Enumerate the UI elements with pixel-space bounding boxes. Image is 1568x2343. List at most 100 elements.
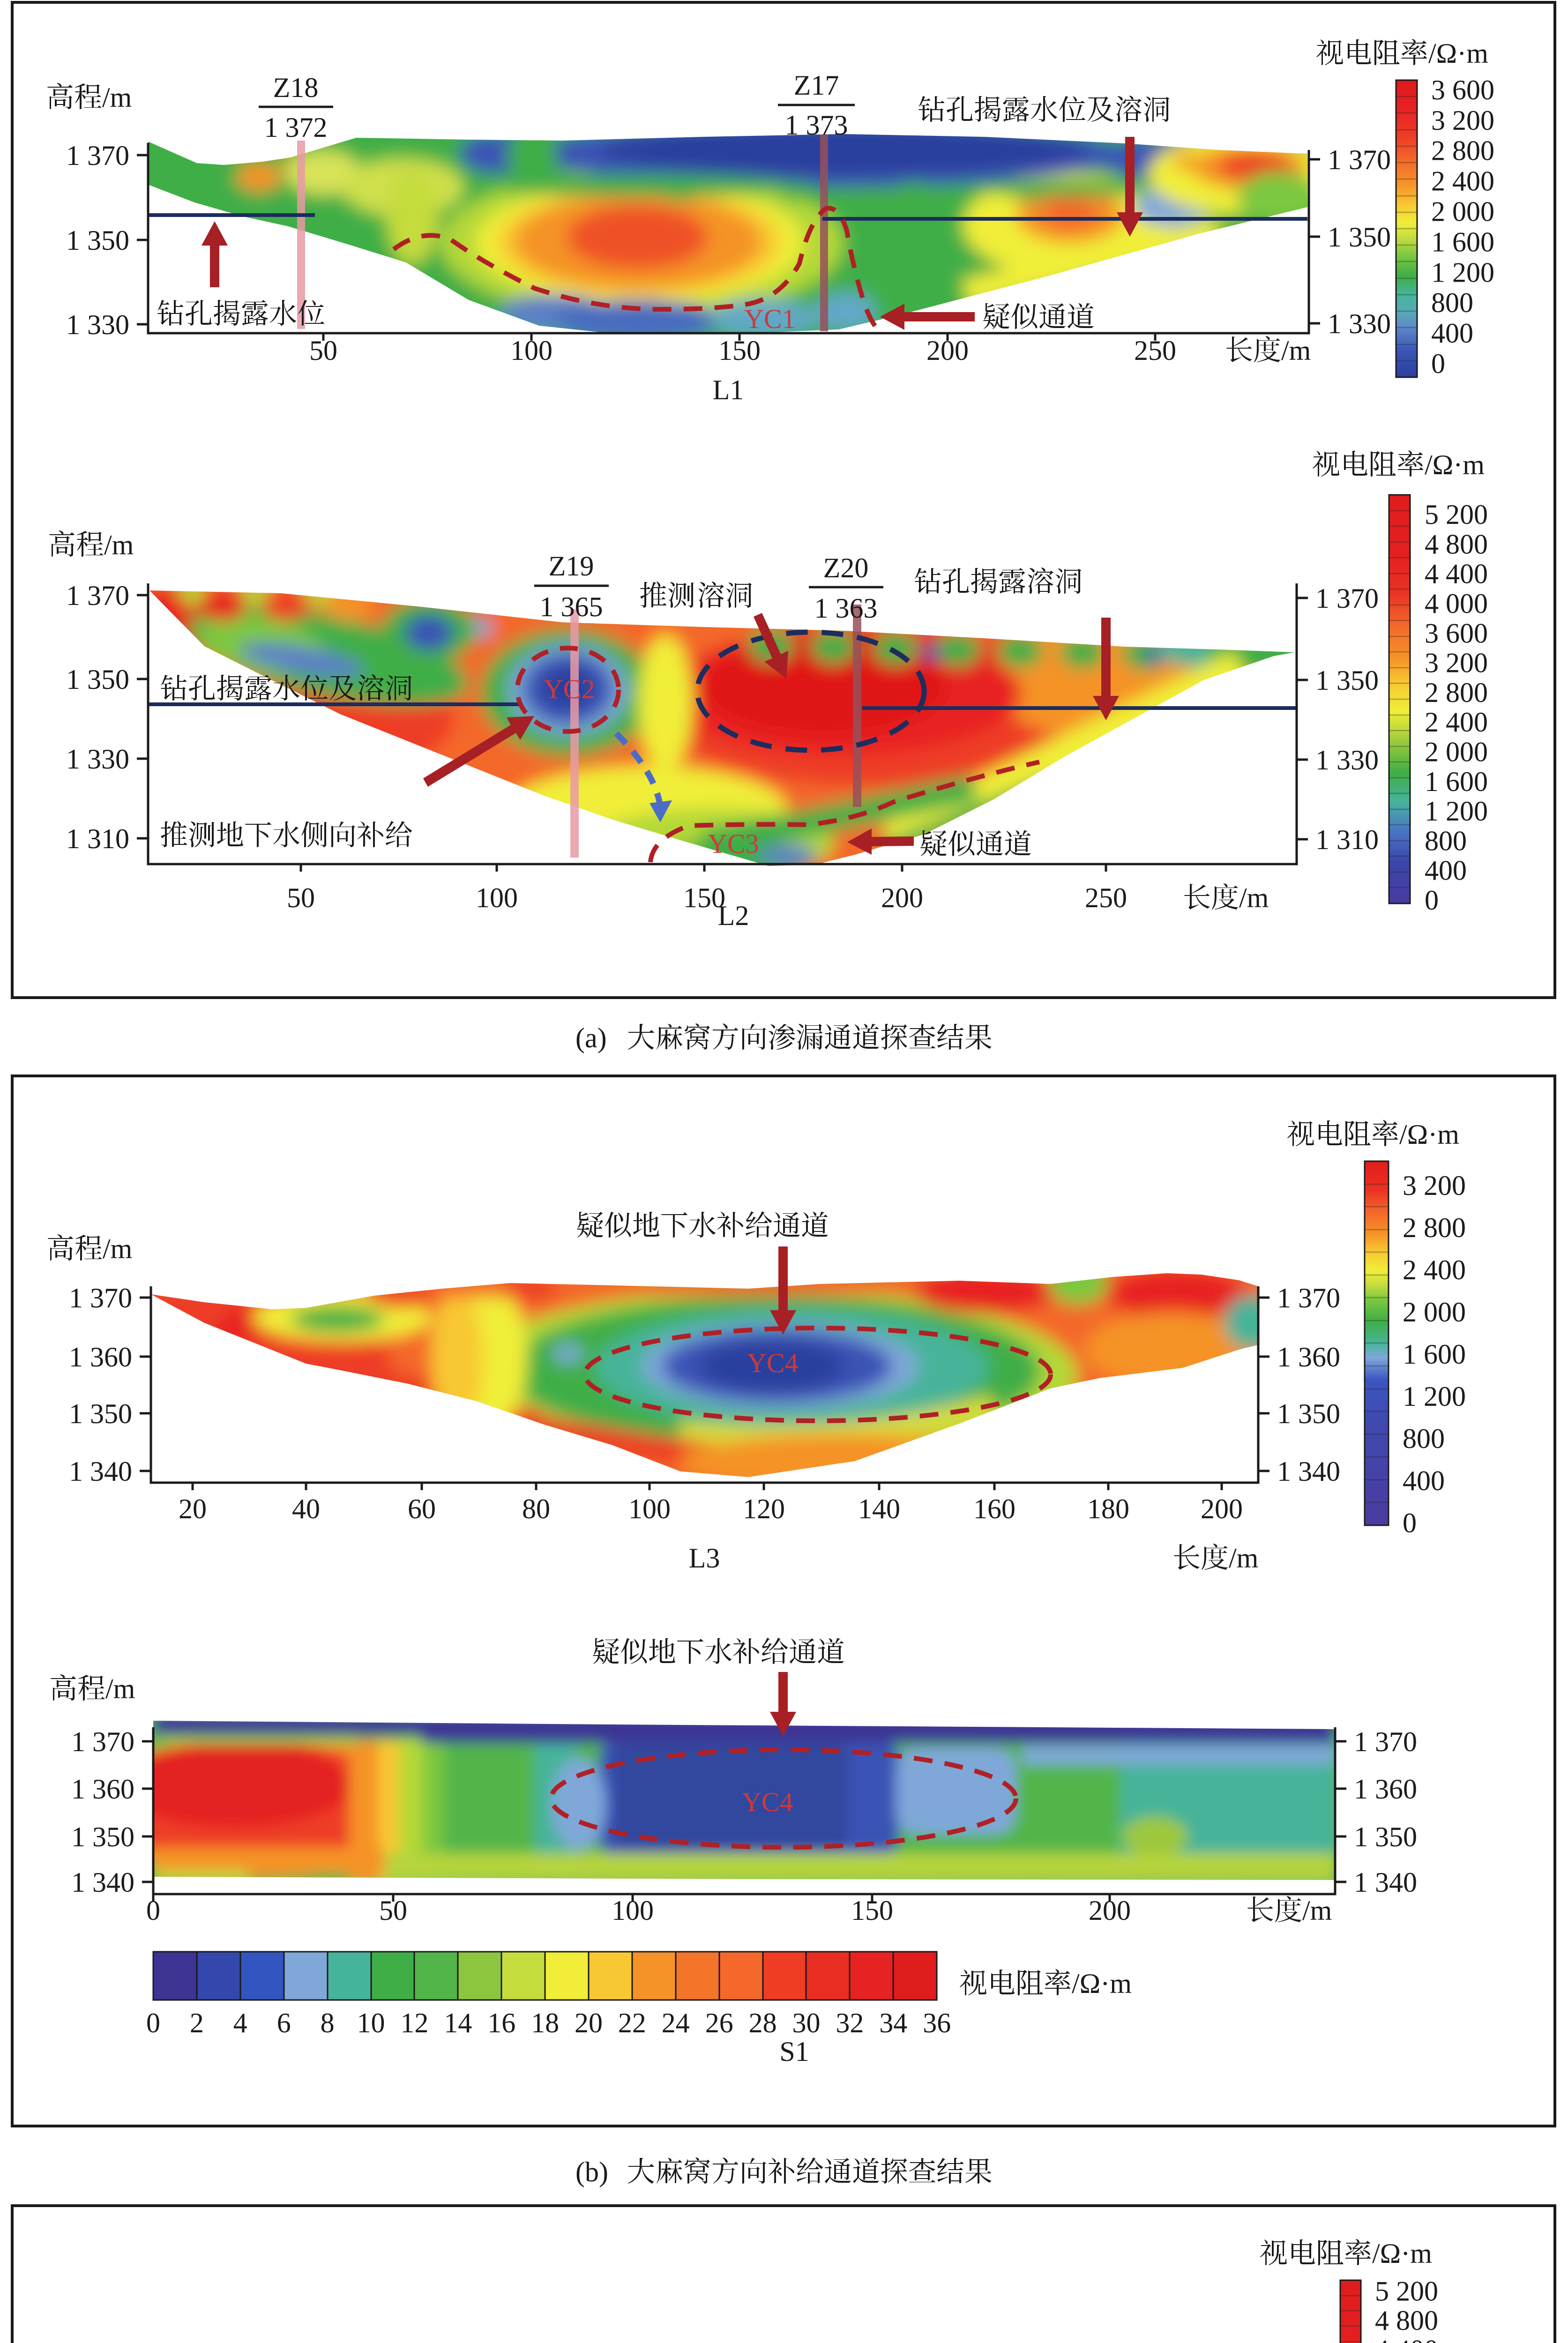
svg-text:2 400: 2 400	[1431, 166, 1494, 197]
svg-text:1 310: 1 310	[66, 823, 129, 854]
svg-text:120: 120	[743, 1493, 785, 1524]
svg-text:22: 22	[618, 2007, 646, 2038]
svg-text:1 370: 1 370	[1328, 144, 1391, 175]
svg-text:1 370: 1 370	[1354, 1726, 1417, 1757]
svg-text:2: 2	[190, 2007, 204, 2038]
svg-text:/m: /m	[1229, 1543, 1258, 1574]
svg-text:1 600: 1 600	[1431, 226, 1494, 257]
svg-text:(b): (b)	[575, 2156, 608, 2187]
svg-text:1 330: 1 330	[66, 744, 129, 775]
svg-text:/m: /m	[1302, 1895, 1332, 1926]
svg-text:1 340: 1 340	[69, 1456, 132, 1487]
svg-text:2 800: 2 800	[1403, 1212, 1466, 1243]
svg-text:2 800: 2 800	[1431, 135, 1494, 166]
svg-text:/Ω·m: /Ω·m	[1072, 1968, 1132, 1999]
svg-text:2 000: 2 000	[1403, 1297, 1466, 1328]
svg-text:1 600: 1 600	[1403, 1339, 1466, 1370]
svg-text:1 370: 1 370	[66, 140, 129, 171]
svg-text:YC4: YC4	[747, 1348, 799, 1378]
svg-text:1 330: 1 330	[1315, 745, 1379, 776]
svg-text:Z19: Z19	[549, 551, 594, 582]
svg-text:/Ω·m: /Ω·m	[1425, 449, 1485, 480]
svg-text:/m: /m	[105, 1673, 135, 1704]
svg-text:20: 20	[575, 2007, 603, 2038]
svg-text:800: 800	[1431, 287, 1473, 318]
svg-text:3 600: 3 600	[1425, 618, 1488, 649]
svg-text:100: 100	[476, 882, 518, 913]
svg-text:36: 36	[923, 2007, 951, 2038]
svg-text:/Ω·m: /Ω·m	[1428, 38, 1488, 69]
svg-text:18: 18	[531, 2007, 559, 2038]
svg-text:26: 26	[705, 2007, 733, 2038]
svg-text:4 400: 4 400	[1425, 559, 1488, 589]
svg-text:400: 400	[1431, 318, 1473, 349]
svg-text:1 360: 1 360	[69, 1342, 132, 1373]
svg-text:250: 250	[1085, 882, 1127, 913]
svg-text:60: 60	[408, 1493, 436, 1524]
svg-text:/Ω·m: /Ω·m	[1372, 2238, 1432, 2269]
svg-text:/m: /m	[102, 82, 132, 113]
svg-text:400: 400	[1403, 1465, 1445, 1496]
svg-text:Z17: Z17	[794, 70, 839, 101]
svg-text:4: 4	[233, 2007, 247, 2038]
svg-text:1 350: 1 350	[1328, 222, 1391, 253]
svg-text:20: 20	[179, 1493, 207, 1524]
svg-text:0: 0	[146, 1895, 160, 1926]
svg-text:2 800: 2 800	[1425, 677, 1488, 708]
svg-text:200: 200	[1201, 1493, 1243, 1524]
svg-text:1 373: 1 373	[785, 110, 848, 141]
svg-text:2 400: 2 400	[1425, 707, 1488, 738]
svg-text:12: 12	[400, 2007, 428, 2038]
svg-text:4 800: 4 800	[1375, 2305, 1438, 2336]
svg-text:L3: L3	[689, 1543, 720, 1574]
svg-text:1 360: 1 360	[1354, 1774, 1417, 1805]
svg-text:1 365: 1 365	[540, 591, 603, 622]
svg-text:1 600: 1 600	[1425, 766, 1488, 797]
svg-text:8: 8	[321, 2007, 335, 2038]
svg-text:1 360: 1 360	[71, 1774, 134, 1805]
svg-text:14: 14	[444, 2007, 472, 2038]
svg-text:200: 200	[881, 882, 923, 913]
svg-text:3 200: 3 200	[1403, 1170, 1466, 1201]
svg-text:30: 30	[792, 2007, 821, 2038]
svg-text:200: 200	[1089, 1895, 1131, 1926]
svg-text:1 370: 1 370	[1277, 1283, 1340, 1313]
svg-text:150: 150	[718, 335, 761, 366]
svg-text:34: 34	[879, 2007, 907, 2038]
svg-text:140: 140	[858, 1493, 900, 1524]
svg-text:1 370: 1 370	[66, 580, 129, 611]
svg-text:200: 200	[926, 335, 969, 366]
svg-text:L1: L1	[713, 374, 744, 405]
svg-text:1 363: 1 363	[814, 593, 878, 624]
svg-text:32: 32	[836, 2007, 864, 2038]
svg-text:1 370: 1 370	[1315, 583, 1379, 614]
svg-text:28: 28	[749, 2007, 777, 2038]
svg-text:1 200: 1 200	[1425, 796, 1488, 827]
svg-text:800: 800	[1403, 1423, 1445, 1454]
svg-text:4 400: 4 400	[1375, 2335, 1438, 2343]
svg-text:40: 40	[292, 1493, 320, 1524]
svg-text:1 350: 1 350	[1354, 1821, 1417, 1852]
svg-text:/m: /m	[103, 1233, 132, 1264]
svg-text:/m: /m	[1281, 335, 1311, 366]
svg-text:Z20: Z20	[823, 552, 869, 583]
svg-text:800: 800	[1425, 825, 1467, 856]
svg-text:50: 50	[309, 335, 337, 366]
svg-text:YC3: YC3	[708, 828, 759, 859]
svg-text:24: 24	[662, 2007, 690, 2038]
svg-text:1 200: 1 200	[1403, 1381, 1466, 1412]
svg-text:/m: /m	[1239, 882, 1269, 913]
svg-text:160: 160	[973, 1493, 1015, 1524]
svg-text:/m: /m	[104, 530, 134, 560]
svg-text:1 370: 1 370	[69, 1283, 132, 1313]
svg-text:3 200: 3 200	[1431, 105, 1494, 136]
svg-text:100: 100	[612, 1895, 654, 1926]
svg-text:50: 50	[379, 1895, 407, 1926]
svg-text:400: 400	[1425, 855, 1467, 886]
svg-text:3 600: 3 600	[1431, 75, 1494, 105]
svg-text:2 000: 2 000	[1425, 737, 1488, 768]
svg-text:/Ω·m: /Ω·m	[1399, 1119, 1459, 1150]
svg-text:1 310: 1 310	[1315, 824, 1379, 855]
svg-text:0: 0	[1425, 885, 1439, 916]
svg-text:1 330: 1 330	[66, 309, 129, 340]
